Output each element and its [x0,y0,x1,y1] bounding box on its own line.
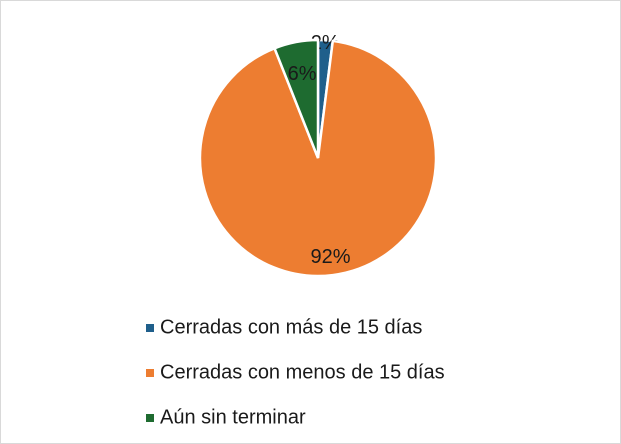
legend-swatch [146,369,154,377]
legend-swatch [146,324,154,332]
legend-label: Aún sin terminar [160,406,306,428]
data-label: 92% [311,246,351,268]
data-label: 6% [288,63,317,85]
pie-slice [272,38,320,159]
legend-label: Cerradas con menos de 15 días [160,361,445,383]
legend-swatch [146,414,154,422]
pie-slice [198,39,438,278]
legend-label: Cerradas con más de 15 días [160,316,422,338]
